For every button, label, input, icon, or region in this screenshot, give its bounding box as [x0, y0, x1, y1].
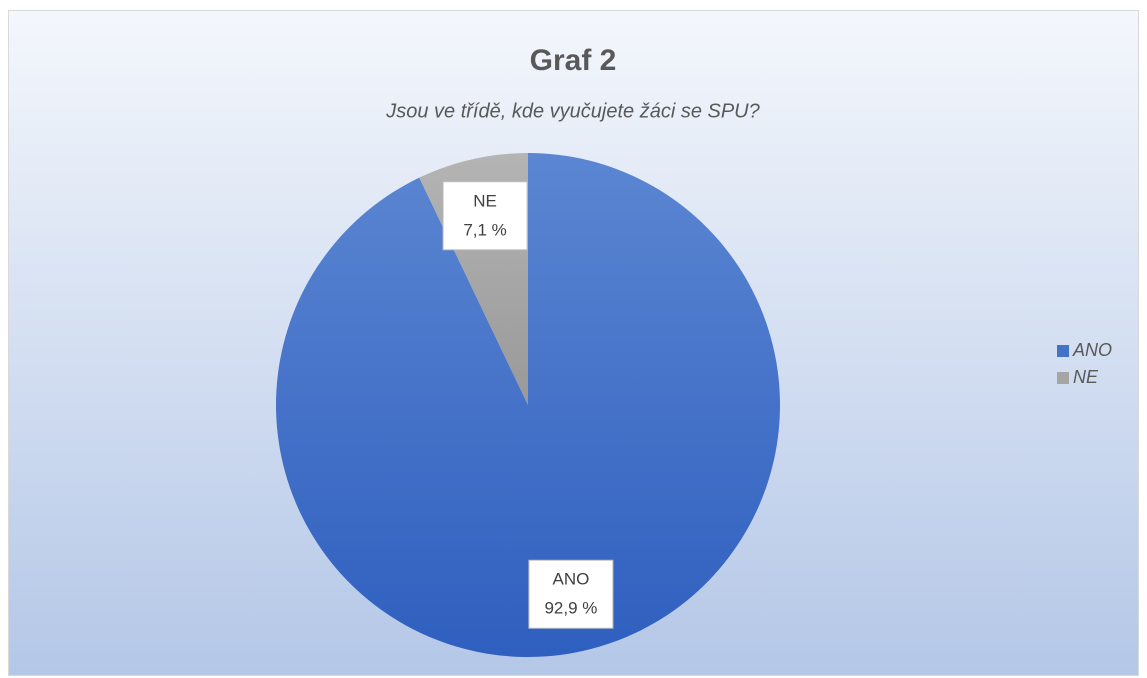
legend-swatch [1057, 372, 1069, 384]
data-label-value: 7,1 % [463, 220, 506, 239]
legend-label: ANO [1072, 340, 1112, 360]
data-label-box [442, 181, 528, 251]
chart-subtitle: Jsou ve třídě, kde vyučujete žáci se SPU… [385, 100, 760, 122]
chart-title: Graf 2 [530, 44, 617, 77]
data-label-name: NE [473, 191, 497, 210]
data-label-name: ANO [553, 570, 590, 589]
data-label-box [528, 559, 614, 629]
legend-swatch [1057, 345, 1069, 357]
data-label-value: 92,9 % [544, 599, 597, 618]
legend-label: NE [1073, 367, 1099, 387]
